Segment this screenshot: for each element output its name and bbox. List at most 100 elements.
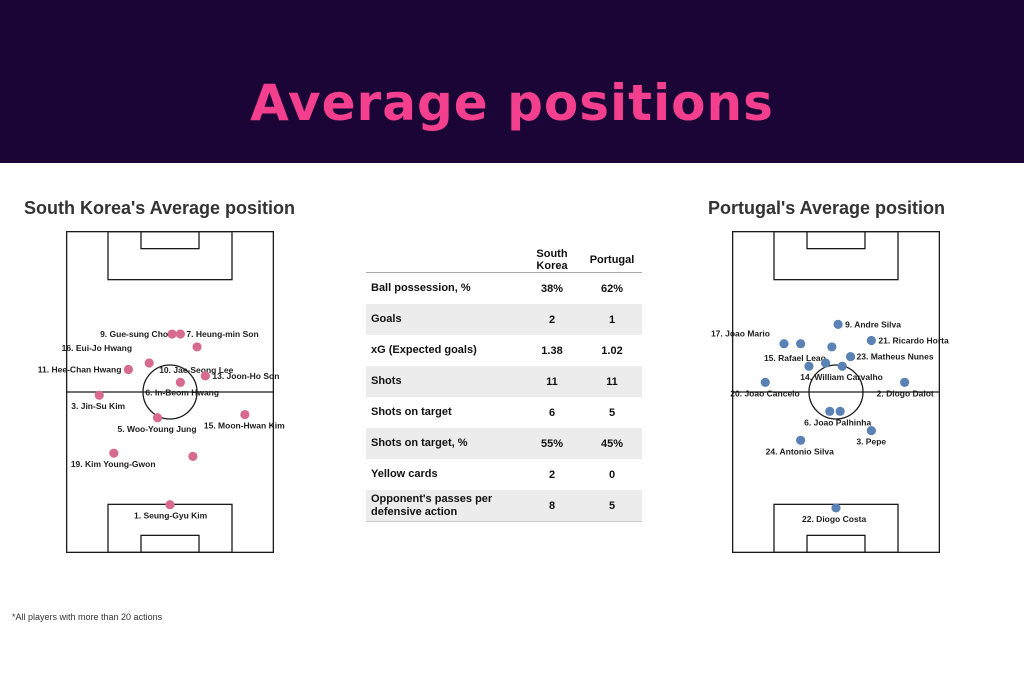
player-dot [866,426,876,436]
stat-portugal-value: 5 [608,406,616,419]
player-dot [837,361,847,371]
stats-header-row: South Korea Portugal [366,248,642,273]
player-dot [900,377,910,387]
stat-portugal-value: 0 [608,468,616,481]
portugal-chart-title: Portugal's Average position [708,198,945,218]
player-dot [796,435,806,445]
player-dot [796,339,806,349]
player-dot [109,448,119,458]
header-banner: Average positions [0,0,1024,163]
stat-label: xG (Expected goals) [371,344,477,356]
player-dot [192,342,202,352]
player-label: 2. Diogo Dalot [877,388,934,398]
player-label: 14. William Carvalho [800,372,883,382]
player-label: 10. Jae-Seong Lee [159,365,233,375]
top-penalty-box [107,230,233,281]
player-dot [240,409,250,420]
player-dot [821,358,831,368]
player-dot [845,351,856,362]
player-dot [827,342,837,352]
stat-label: Shots on target, % [366,428,522,459]
table-row: Goals 2 1 [366,304,642,335]
player-dot [144,358,154,368]
player-dot [760,377,770,387]
top-goal-box [140,230,200,250]
player-dot [804,361,814,371]
top-goal-box [806,230,866,250]
bottom-goal-box [806,534,866,554]
stat-label: Ball possession, % [371,282,471,294]
stat-portugal-value: 62% [600,282,624,295]
stat-portugal-value: 45% [582,428,642,459]
player-label: 11. Hee-Chan Hwang [38,364,122,374]
center-circle [142,364,198,420]
player-dot [825,406,835,416]
player-label: 19. Kim Young-Gwon [71,459,156,469]
player-label: 9. Gue-sung Cho [100,329,168,339]
table-row: Shots on target 6 5 [366,397,642,428]
player-dot [165,500,175,510]
stat-label: Shots on target [371,406,452,418]
stat-portugal-value: 1.02 [601,344,623,357]
stat-korea-value: 2 [548,468,556,481]
bottom-goal-box [140,534,200,554]
player-label: 1. Seung-Gyu Kim [134,511,208,521]
center-circle [808,364,864,420]
player-dot [175,377,185,387]
player-dot [866,335,876,346]
stat-korea-value: 11 [522,366,582,397]
player-label: 21. Ricardo Horta [878,335,949,345]
player-dot [175,329,185,339]
table-row: Shots on target, % 55% 45% [366,428,642,459]
stat-korea-value: 6 [548,406,556,419]
stat-label: Opponent's passes per defensive action [366,490,522,522]
portugal-pitch: 9. Andre Silva 21. Ricardo Horta 17. Joao … [711,230,949,554]
player-label: 20. Joao Cancelo [730,388,799,398]
player-dot [167,329,177,339]
player-label: 7. Heung-min Son [186,329,258,339]
player-dot [831,503,841,513]
player-label: 6. Joao Palhinha [804,417,871,427]
player-dot [188,451,198,461]
stat-korea-value: 1.38 [541,344,563,357]
player-dot [200,371,210,381]
table-row: Yellow cards 2 0 [366,459,642,490]
stats-header-blank [366,248,522,273]
stat-label: Yellow cards [371,468,438,480]
player-label: 16. Eui-Jo Hwang [62,343,132,353]
player-label: 3. Pepe [856,437,886,447]
top-penalty-box [773,230,899,281]
table-row: xG (Expected goals) 1.38 1.02 [366,335,642,366]
player-label: 17. Joao Mario [711,329,770,339]
player-label: 23. Matheus Nunes [857,352,934,362]
stats-header-portugal: Portugal [582,248,642,273]
stat-portugal-value: 1 [582,304,642,335]
player-dot [835,406,845,416]
stat-label: Goals [366,304,522,335]
stat-portugal-value: 5 [582,490,642,522]
player-dot [152,413,163,423]
stat-label: Shots [366,366,522,397]
stat-korea-value: 2 [522,304,582,335]
player-label: 22. Diogo Costa [802,514,867,524]
korea-pitch: 9. Gue-sung Cho 7. Heung-min Son 16. Eui-J… [38,230,285,554]
stats-header-korea: South Korea [522,248,582,273]
table-row: Shots 11 11 [366,366,642,397]
player-label: 13. Joon-Ho Son [212,371,279,381]
player-dot [833,319,843,329]
stats-table: South Korea Portugal Ball possession, % … [366,248,642,522]
page-title: Average positions [250,74,774,132]
player-label: 15. Rafael Leao [764,353,826,363]
player-dot [94,390,104,400]
stat-portugal-value: 11 [582,366,642,397]
table-row: Ball possession, % 38% 62% [366,273,642,305]
player-label: 6. In-Beom Hwang [145,387,219,397]
player-label: 24. Antonio Silva [766,446,834,456]
korea-chart-title: South Korea's Average position [24,198,295,218]
footnote: *All players with more than 20 actions [12,612,163,622]
player-dot [123,364,133,375]
player-label: 5. Woo-Young Jung [118,424,197,434]
player-label: 9. Andre Silva [845,319,901,329]
player-label: 15. Moon-Hwan Kim [204,421,285,431]
table-row: Opponent's passes per defensive action 8… [366,490,642,522]
